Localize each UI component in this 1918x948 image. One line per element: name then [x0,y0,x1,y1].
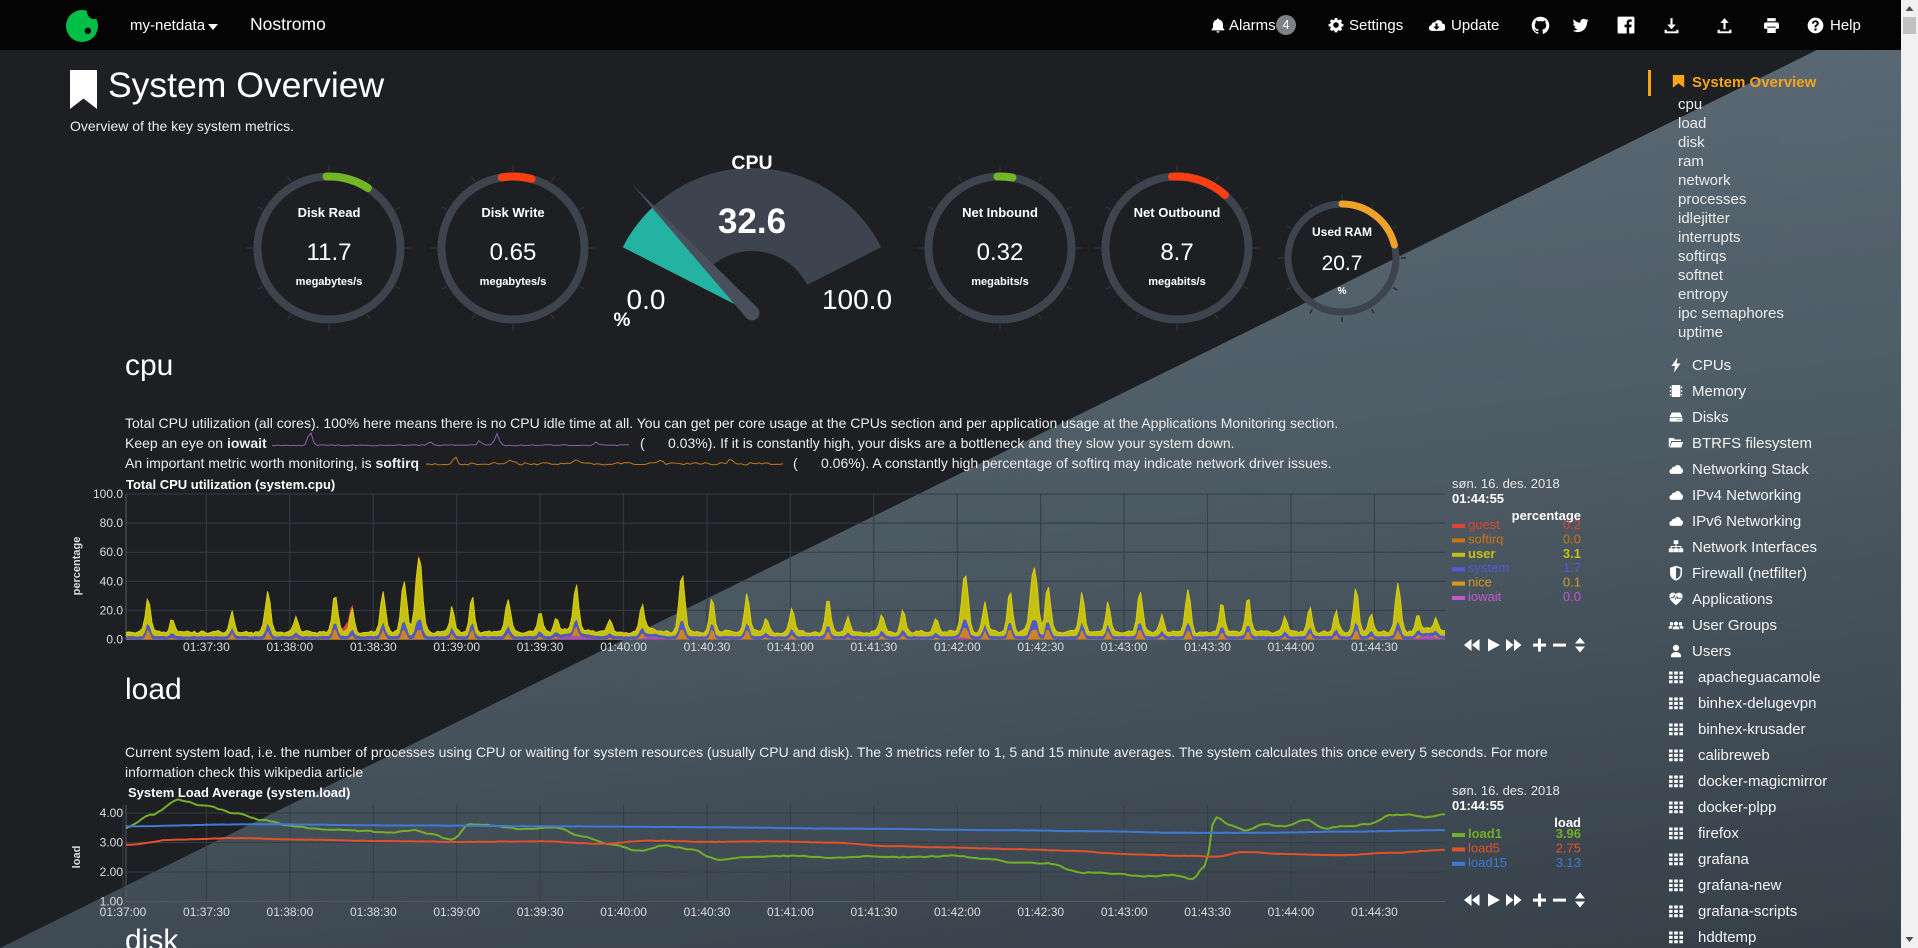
svg-text:01:42:00: 01:42:00 [934,905,981,919]
svg-text:01:44:00: 01:44:00 [1268,905,1315,919]
svg-text:01:38:30: 01:38:30 [350,905,397,919]
svg-text:11.7: 11.7 [307,239,352,266]
svg-text:Net Inbound: Net Inbound [962,205,1038,220]
svg-text:Used RAM: Used RAM [1312,225,1372,239]
svg-text:01:37:00: 01:37:00 [100,905,147,919]
svg-text:0.0: 0.0 [627,284,666,315]
svg-text:søn. 16. des. 2018: søn. 16. des. 2018 [1452,476,1560,491]
svg-text:32.6: 32.6 [718,202,786,241]
svg-text:01:40:00: 01:40:00 [600,640,647,654]
svg-text:20.7: 20.7 [1322,252,1363,275]
svg-text:%: % [614,310,631,331]
svg-text:01:39:30: 01:39:30 [517,640,564,654]
svg-text:01:42:00: 01:42:00 [934,640,981,654]
svg-text:100.0: 100.0 [822,284,892,315]
svg-text:system: system [1468,560,1509,575]
svg-text:01:39:30: 01:39:30 [517,905,564,919]
svg-text:01:38:00: 01:38:00 [266,640,313,654]
svg-text:nice: nice [1468,575,1492,590]
svg-text:01:44:55: 01:44:55 [1452,491,1504,506]
svg-text:01:39:00: 01:39:00 [433,640,480,654]
svg-text:2.00: 2.00 [100,865,124,879]
svg-text:%: % [1338,286,1347,297]
svg-text:Disk Write: Disk Write [481,205,544,220]
svg-text:megabits/s: megabits/s [971,276,1028,288]
svg-text:01:44:55: 01:44:55 [1452,798,1504,813]
svg-text:01:44:30: 01:44:30 [1351,905,1398,919]
svg-text:01:43:30: 01:43:30 [1184,905,1231,919]
svg-text:Net Outbound: Net Outbound [1134,205,1221,220]
svg-text:0.32: 0.32 [977,239,1024,266]
svg-text:3.1: 3.1 [1563,546,1581,561]
svg-text:0.2: 0.2 [1563,517,1581,532]
svg-text:System Load Average (system.lo: System Load Average (system.load) [128,785,350,800]
svg-text:01:41:30: 01:41:30 [851,905,898,919]
svg-text:load5: load5 [1468,840,1500,855]
svg-text:01:38:00: 01:38:00 [267,905,314,919]
svg-text:20.0: 20.0 [100,603,124,617]
svg-text:0.1: 0.1 [1563,575,1581,590]
svg-text:01:39:00: 01:39:00 [433,905,480,919]
svg-text:8.7: 8.7 [1160,239,1193,266]
svg-text:softirq: softirq [1468,531,1503,546]
svg-text:load15: load15 [1468,855,1507,870]
svg-text:2.75: 2.75 [1556,840,1581,855]
svg-text:01:43:00: 01:43:00 [1101,905,1148,919]
svg-text:01:44:00: 01:44:00 [1268,640,1315,654]
svg-text:40.0: 40.0 [100,574,124,588]
svg-text:01:38:30: 01:38:30 [350,640,397,654]
svg-text:load: load [71,846,83,869]
svg-text:0.65: 0.65 [490,239,537,266]
svg-text:0.0: 0.0 [106,633,123,647]
svg-text:01:42:30: 01:42:30 [1017,905,1064,919]
svg-text:CPU: CPU [731,152,772,174]
svg-text:1.00: 1.00 [100,895,124,909]
svg-text:01:40:00: 01:40:00 [600,905,647,919]
svg-text:01:43:00: 01:43:00 [1101,640,1148,654]
svg-text:01:42:30: 01:42:30 [1017,640,1064,654]
svg-text:megabytes/s: megabytes/s [296,276,363,288]
svg-text:100.0: 100.0 [93,487,123,501]
svg-text:01:37:30: 01:37:30 [183,640,230,654]
svg-text:load: load [1554,815,1581,830]
svg-text:iowait: iowait [1468,589,1502,604]
svg-text:4.00: 4.00 [100,806,124,820]
svg-text:1.7: 1.7 [1563,560,1581,575]
svg-text:user: user [1468,546,1495,561]
svg-text:megabytes/s: megabytes/s [480,276,547,288]
svg-text:01:41:30: 01:41:30 [850,640,897,654]
svg-text:0.0: 0.0 [1563,531,1581,546]
svg-text:guest: guest [1468,517,1500,532]
svg-text:percentage: percentage [1512,508,1581,523]
svg-text:01:41:00: 01:41:00 [767,640,814,654]
svg-text:01:41:00: 01:41:00 [767,905,814,919]
svg-text:01:43:30: 01:43:30 [1184,640,1231,654]
svg-text:percentage: percentage [71,537,83,596]
svg-text:Disk Read: Disk Read [298,205,361,220]
svg-text:01:37:30: 01:37:30 [183,905,230,919]
svg-text:0.0: 0.0 [1563,589,1581,604]
svg-text:3.13: 3.13 [1556,855,1581,870]
svg-text:megabits/s: megabits/s [1148,276,1205,288]
svg-text:load1: load1 [1468,826,1502,841]
svg-text:3.00: 3.00 [100,836,124,850]
svg-text:80.0: 80.0 [100,516,124,530]
svg-text:60.0: 60.0 [100,545,124,559]
svg-text:01:40:30: 01:40:30 [684,640,731,654]
svg-text:Total CPU utilization (system.: Total CPU utilization (system.cpu) [126,477,335,492]
svg-text:01:44:30: 01:44:30 [1351,640,1398,654]
svg-text:3.96: 3.96 [1556,826,1581,841]
svg-text:01:40:30: 01:40:30 [684,905,731,919]
svg-text:søn. 16. des. 2018: søn. 16. des. 2018 [1452,783,1560,798]
